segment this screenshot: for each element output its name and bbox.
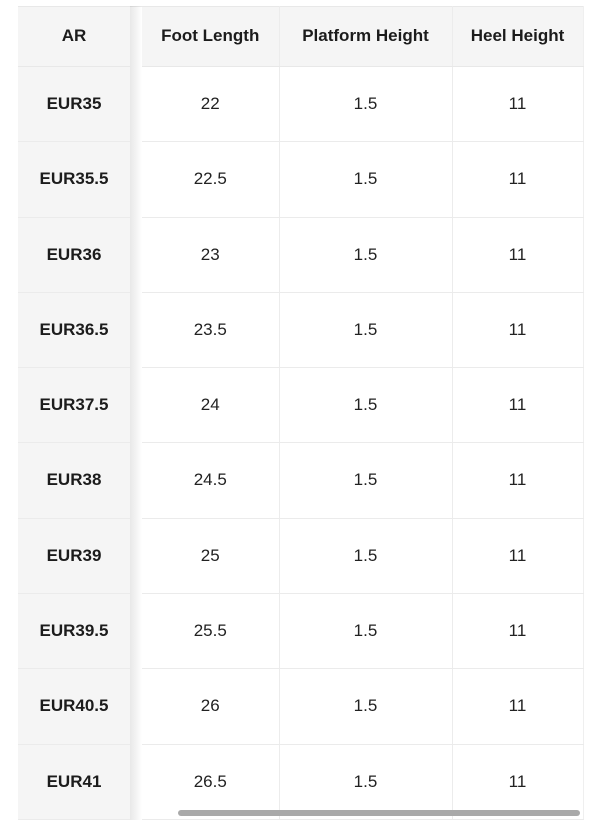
foot-length-cell: 23 <box>142 217 280 293</box>
table-row: EUR41 26.5 1.5 11 <box>18 744 584 820</box>
foot-length-cell: 25 <box>142 518 280 595</box>
size-label-cell: EUR40.5 <box>18 668 130 745</box>
sticky-column-gap <box>130 292 142 368</box>
platform-height-cell: 1.5 <box>279 217 453 293</box>
platform-height-cell: 1.5 <box>279 141 453 218</box>
size-chart-table: AR Foot Length Platform Height Heel Heig… <box>18 6 584 820</box>
size-label-cell: EUR35 <box>18 66 130 143</box>
platform-height-cell: 1.5 <box>279 668 453 745</box>
foot-length-cell: 24.5 <box>142 442 280 519</box>
heel-height-cell: 11 <box>452 744 584 820</box>
table-row: EUR35 22 1.5 11 <box>18 66 584 143</box>
heel-height-cell: 11 <box>452 217 584 293</box>
sticky-column-gap <box>130 367 142 443</box>
platform-height-cell: 1.5 <box>279 367 453 444</box>
heel-height-cell: 11 <box>452 292 584 369</box>
size-label-cell: EUR36 <box>18 217 130 293</box>
table-row: EUR40.5 26 1.5 11 <box>18 668 584 745</box>
platform-height-cell: 1.5 <box>279 66 453 143</box>
sticky-column-gap <box>130 6 142 67</box>
column-header-heel-height: Heel Height <box>452 6 584 67</box>
table-row: EUR39.5 25.5 1.5 11 <box>18 593 584 670</box>
size-label-cell: EUR41 <box>18 744 130 820</box>
foot-length-cell: 22.5 <box>142 141 280 218</box>
sticky-column-gap <box>130 141 142 218</box>
column-header-ar: AR <box>18 6 130 67</box>
heel-height-cell: 11 <box>452 141 584 218</box>
size-label-cell: EUR36.5 <box>18 292 130 369</box>
column-header-platform-height: Platform Height <box>279 6 453 67</box>
sticky-column-gap <box>130 518 142 594</box>
table-row: EUR35.5 22.5 1.5 11 <box>18 141 584 218</box>
sticky-column-gap <box>130 593 142 669</box>
platform-height-cell: 1.5 <box>279 518 453 595</box>
foot-length-cell: 25.5 <box>142 593 280 670</box>
size-label-cell: EUR38 <box>18 442 130 519</box>
table-row: EUR37.5 24 1.5 11 <box>18 367 584 444</box>
sticky-column-gap <box>130 217 142 293</box>
heel-height-cell: 11 <box>452 367 584 444</box>
sticky-column-gap <box>130 442 142 519</box>
sticky-column-gap <box>130 66 142 142</box>
platform-height-cell: 1.5 <box>279 593 453 670</box>
size-chart-scroll-area[interactable]: AR Foot Length Platform Height Heel Heig… <box>18 6 584 820</box>
sticky-column-gap <box>130 668 142 745</box>
size-label-cell: EUR35.5 <box>18 141 130 218</box>
platform-height-cell: 1.5 <box>279 744 453 820</box>
sticky-column-gap <box>130 744 142 820</box>
foot-length-cell: 22 <box>142 66 280 143</box>
heel-height-cell: 11 <box>452 593 584 670</box>
foot-length-cell: 26.5 <box>142 744 280 820</box>
foot-length-cell: 24 <box>142 367 280 444</box>
heel-height-cell: 11 <box>452 66 584 143</box>
table-row: EUR38 24.5 1.5 11 <box>18 442 584 519</box>
heel-height-cell: 11 <box>452 518 584 595</box>
platform-height-cell: 1.5 <box>279 442 453 519</box>
platform-height-cell: 1.5 <box>279 292 453 369</box>
heel-height-cell: 11 <box>452 442 584 519</box>
heel-height-cell: 11 <box>452 668 584 745</box>
table-row: EUR39 25 1.5 11 <box>18 518 584 595</box>
size-label-cell: EUR39.5 <box>18 593 130 670</box>
column-header-foot-length: Foot Length <box>142 6 280 67</box>
size-label-cell: EUR39 <box>18 518 130 595</box>
table-row: EUR36 23 1.5 11 <box>18 217 584 293</box>
foot-length-cell: 23.5 <box>142 292 280 369</box>
foot-length-cell: 26 <box>142 668 280 745</box>
table-row: EUR36.5 23.5 1.5 11 <box>18 292 584 369</box>
size-label-cell: EUR37.5 <box>18 367 130 444</box>
horizontal-scrollbar-thumb[interactable] <box>178 810 580 816</box>
header-row: AR Foot Length Platform Height Heel Heig… <box>18 6 584 67</box>
